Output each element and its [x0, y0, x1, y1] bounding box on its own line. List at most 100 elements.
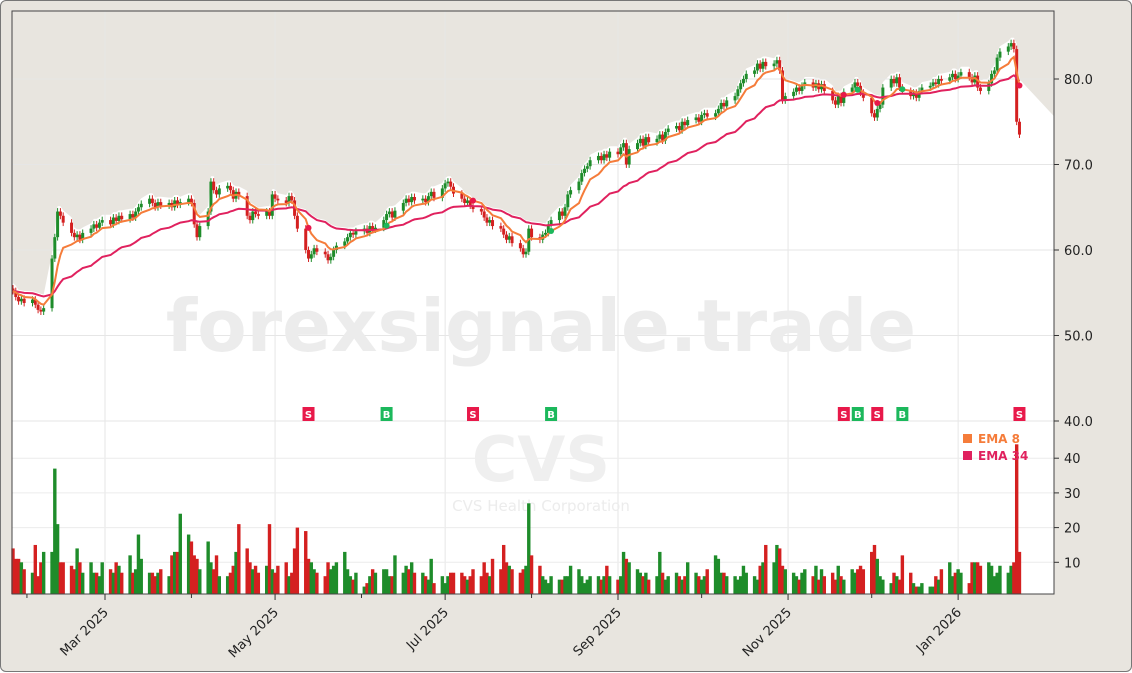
candle-body — [518, 243, 522, 249]
candle-body — [853, 82, 857, 88]
volume-bar — [680, 579, 684, 594]
volume-bar — [30, 572, 35, 594]
volume-bar — [975, 562, 980, 594]
candle-body — [351, 232, 355, 235]
candle-body — [898, 77, 902, 88]
candle-body — [583, 168, 587, 174]
candle-body — [714, 113, 718, 117]
volume-bar — [811, 576, 815, 594]
candle-body — [175, 200, 179, 205]
candle-body — [953, 73, 957, 79]
candle-body — [792, 91, 796, 97]
legend-label-ema8: EMA 8 — [978, 432, 1020, 446]
volume-bar — [225, 576, 230, 594]
candle-body — [644, 137, 648, 146]
volume-bar — [485, 572, 489, 594]
candle-body — [722, 102, 726, 107]
candle-body — [206, 211, 210, 227]
volume-bar — [156, 572, 160, 594]
candle-body — [443, 183, 447, 189]
volume-bar — [970, 562, 974, 594]
volume-bar — [370, 569, 375, 594]
candle-body — [72, 232, 76, 238]
volume-bar — [390, 576, 394, 594]
signal-label: B — [383, 410, 391, 421]
signal-dot — [548, 227, 555, 234]
candle-body — [287, 196, 291, 203]
candle-body — [697, 117, 701, 122]
candle-body — [120, 215, 124, 220]
candle-body — [772, 63, 776, 67]
volume-bar — [803, 569, 807, 594]
candle-body — [209, 181, 213, 212]
candle-body — [549, 220, 553, 225]
volume-bar — [546, 583, 550, 594]
candle-body — [836, 96, 840, 105]
candle-body — [914, 92, 918, 98]
volume-bar — [881, 579, 885, 594]
candle-body — [14, 291, 18, 298]
volume-bar — [490, 558, 495, 594]
volume-bar — [1006, 572, 1011, 594]
candle-body — [354, 231, 358, 235]
volume-tick-label: 20 — [1064, 522, 1081, 537]
sell-signal-marker — [871, 407, 884, 421]
volume-bar — [362, 586, 366, 594]
volume-bar — [22, 569, 26, 594]
volume-bar — [78, 562, 82, 594]
candle-body — [636, 143, 640, 150]
legend-swatch-ema34 — [963, 451, 972, 460]
volume-bar — [897, 579, 902, 594]
volume-bar — [917, 586, 921, 594]
volume-bar — [1014, 444, 1019, 594]
candle-body — [231, 190, 235, 199]
buy-signal-marker — [380, 407, 393, 421]
volume-bar — [755, 579, 760, 594]
volume-bar — [446, 576, 450, 594]
candle-body — [800, 85, 804, 91]
volume-bar — [666, 576, 670, 594]
candle-body — [187, 198, 191, 203]
volume-bar — [989, 565, 994, 594]
candle-body — [270, 194, 274, 216]
candle-body — [114, 217, 118, 221]
candle-body — [17, 297, 21, 302]
candle-body — [970, 77, 974, 83]
candle-body — [992, 70, 996, 74]
volume-bar — [449, 572, 453, 594]
candle-body — [507, 236, 511, 240]
candle-body — [599, 155, 603, 161]
volume-bar — [978, 565, 983, 594]
volume-bar — [527, 503, 531, 594]
candle-body — [627, 149, 631, 165]
volume-bar — [16, 558, 21, 594]
volume-bar — [758, 565, 762, 594]
volume-bar — [94, 572, 99, 594]
candle-body — [256, 214, 260, 216]
signal-dot — [383, 222, 390, 229]
volume-bar — [638, 572, 642, 594]
volume-bar — [276, 565, 280, 594]
candle-body — [741, 79, 745, 84]
sell-signal-marker — [467, 407, 480, 421]
volume-bar — [775, 544, 779, 594]
candle-body — [725, 100, 729, 107]
volume-bar — [1009, 565, 1013, 594]
candle-body — [998, 51, 1002, 58]
volume-bar — [950, 576, 955, 594]
volume-bar — [646, 579, 651, 594]
volume-bar — [186, 534, 191, 594]
candle-body — [150, 198, 154, 203]
candle-body — [346, 237, 350, 242]
volume-bar — [861, 569, 866, 594]
volume-bar — [660, 572, 665, 594]
candle-body — [382, 220, 386, 228]
candle-body — [580, 173, 584, 182]
candle-body — [19, 298, 23, 302]
candle-body — [109, 220, 113, 225]
volume-bar — [178, 513, 182, 594]
volume-bar — [524, 565, 528, 594]
volume-bar — [170, 555, 174, 594]
candle-body — [755, 63, 759, 71]
